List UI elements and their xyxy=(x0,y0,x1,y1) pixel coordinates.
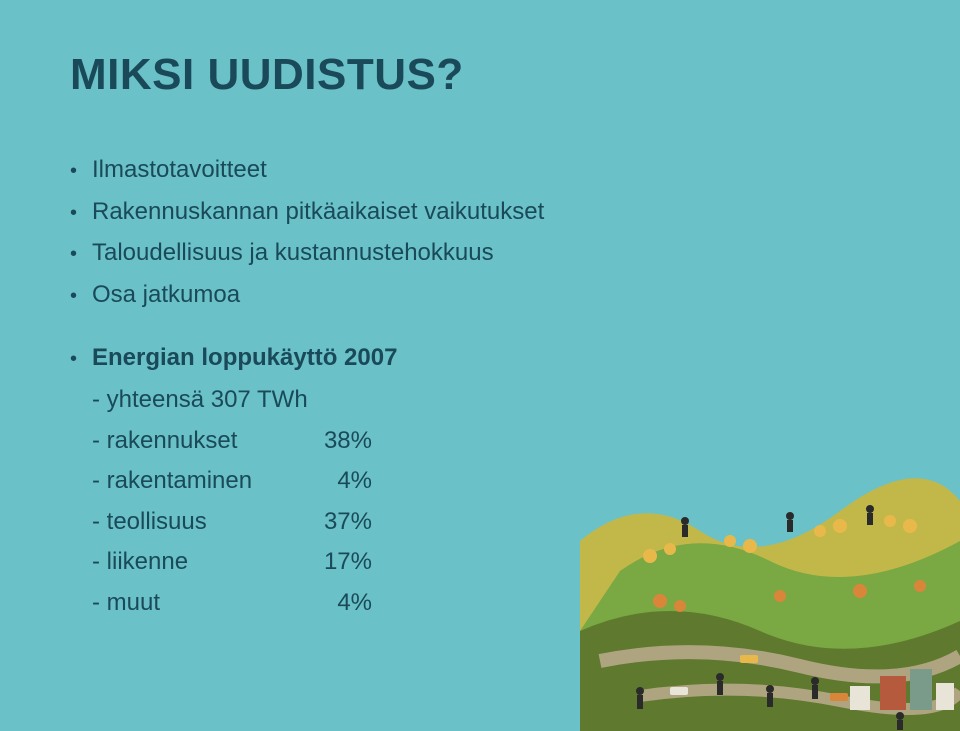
sub-value: 4% xyxy=(302,461,372,501)
sub-value: 17% xyxy=(302,542,372,582)
bullet-text: Rakennuskannan pitkäaikaiset vaikutukset xyxy=(92,192,900,232)
bullet-text: Taloudellisuus ja kustannustehokkuus xyxy=(92,233,900,273)
sub-label: - muut xyxy=(92,583,302,623)
bullet-text: Ilmastotavoitteet xyxy=(92,150,900,190)
sub-label: - rakennukset xyxy=(92,421,302,461)
bullet-text-bold: Energian loppukäyttö 2007 xyxy=(92,338,900,378)
bullet-dot: • xyxy=(70,238,92,271)
bullet-dot: • xyxy=(70,343,92,376)
illustration xyxy=(580,431,960,731)
sub-label: - teollisuus xyxy=(92,502,302,542)
sub-label: - liikenne xyxy=(92,542,302,582)
bullet-item: • Energian loppukäyttö 2007 xyxy=(70,338,900,378)
bullet-item: • Taloudellisuus ja kustannustehokkuus xyxy=(70,233,900,273)
sub-label: - rakentaminen xyxy=(92,461,302,501)
slide: MIKSI UUDISTUS? • Ilmastotavoitteet • Ra… xyxy=(0,0,960,731)
bullet-item: • Rakennuskannan pitkäaikaiset vaikutuks… xyxy=(70,192,900,232)
page-title: MIKSI UUDISTUS? xyxy=(70,50,900,100)
sub-item: - yhteensä 307 TWh xyxy=(92,380,900,420)
bullet-dot: • xyxy=(70,280,92,313)
bullet-dot: • xyxy=(70,197,92,230)
sub-value: 4% xyxy=(302,583,372,623)
bullet-item: • Ilmastotavoitteet xyxy=(70,150,900,190)
sub-value: 38% xyxy=(302,421,372,461)
bullet-text: Osa jatkumoa xyxy=(92,275,900,315)
bullet-dot: • xyxy=(70,155,92,188)
sub-value: 37% xyxy=(302,502,372,542)
bullet-item: • Osa jatkumoa xyxy=(70,275,900,315)
